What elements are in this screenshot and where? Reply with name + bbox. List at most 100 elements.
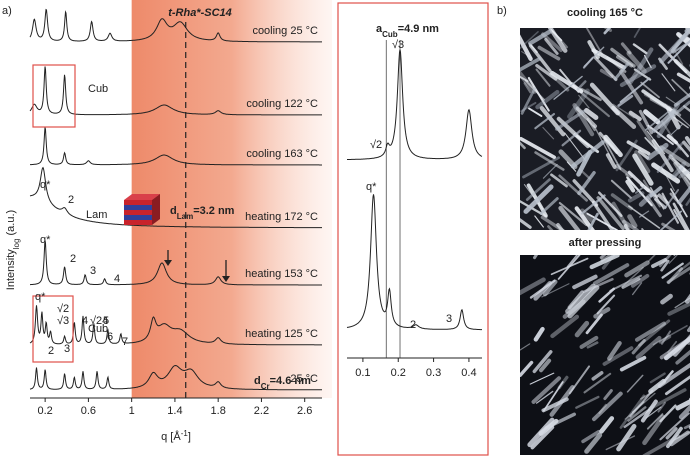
birefringence-streak [631, 338, 646, 355]
birefringence-streak [585, 313, 603, 335]
birefringence-streak [549, 72, 570, 92]
birefringence-streak [625, 179, 636, 193]
x-tick-label: 0.2 [391, 367, 406, 379]
panel-label: a) [2, 5, 12, 17]
birefringence-streak [565, 283, 596, 314]
birefringence-streak [633, 68, 652, 81]
birefringence-streak [583, 108, 599, 120]
birefringence-streak [528, 107, 543, 117]
annotation: q* [40, 234, 51, 246]
birefringence-streak [646, 413, 664, 430]
birefringence-streak [672, 202, 690, 230]
birefringence-streak [541, 283, 570, 298]
birefringence-streak [675, 349, 690, 365]
birefringence-streak [520, 343, 531, 351]
birefringence-streak [598, 131, 619, 155]
birefringence-streak [689, 397, 690, 402]
trace-label: cooling 122 °C [246, 98, 318, 110]
birefringence-streak [583, 46, 605, 67]
annotation-sub: Cub [382, 30, 398, 39]
lam-icon [124, 210, 152, 215]
birefringence-streak [654, 198, 667, 209]
birefringence-streak [642, 434, 681, 455]
birefringence-streak [628, 110, 642, 122]
birefringence-streak [527, 76, 550, 112]
birefringence-streak [520, 34, 533, 61]
birefringence-streak [678, 261, 690, 272]
lam-icon [124, 194, 160, 200]
birefringence-streak [666, 426, 683, 449]
highlight-box [32, 295, 74, 363]
birefringence-streak [692, 66, 700, 72]
birefringence-streak [637, 149, 650, 160]
annotation: √24 [90, 315, 108, 327]
birefringence-streak [671, 115, 689, 129]
birefringence-streak [682, 167, 690, 176]
lam-icon [124, 200, 152, 205]
birefringence-streak [641, 228, 645, 230]
trace [30, 240, 322, 286]
birefringence-streak [535, 68, 551, 87]
trace-label: heating 125 °C [245, 328, 318, 340]
birefringence-streak [672, 40, 690, 54]
annotation: dLam=3.2 nm [170, 205, 235, 221]
birefringence-streak [596, 196, 625, 230]
birefringence-streak [593, 56, 618, 82]
birefringence-streak [566, 255, 578, 268]
phase-band [131, 0, 332, 398]
x-tick-label: 0.3 [426, 367, 441, 379]
birefringence-streak [631, 282, 643, 296]
birefringence-streak [591, 200, 615, 230]
birefringence-streak [648, 388, 687, 411]
birefringence-streak [657, 100, 690, 129]
trace [29, 364, 322, 391]
birefringence-streak [668, 255, 678, 264]
birefringence-streak [535, 390, 554, 404]
birefringence-streak [520, 31, 539, 50]
birefringence-streak [666, 266, 690, 284]
birefringence-streak [645, 406, 662, 419]
x-axis-label-sup: -1 [181, 429, 189, 438]
birefringence-streak [671, 161, 687, 179]
annotation-main: d [254, 375, 261, 387]
birefringence-streak [533, 326, 545, 342]
band-title: t-Rha*-SC14 [168, 7, 232, 19]
birefringence-streak [664, 188, 680, 210]
trace [347, 49, 483, 160]
birefringence-streak [605, 153, 617, 170]
birefringence-streak [635, 335, 662, 360]
annotation-sub: Lam [177, 212, 193, 221]
birefringence-streak [657, 401, 666, 413]
birefringence-streak [617, 94, 634, 107]
trace [29, 166, 322, 229]
birefringence-streak [659, 412, 690, 441]
birefringence-streak [686, 338, 690, 345]
birefringence-streak [622, 219, 639, 230]
birefringence-streak [550, 29, 563, 42]
birefringence-streak [558, 201, 588, 227]
arrow [222, 276, 230, 282]
annotation: aCub=4.9 nm [376, 23, 439, 39]
lam-icon [124, 220, 152, 225]
annotation: 4 [82, 315, 88, 327]
birefringence-streak [599, 416, 615, 434]
x-tick-label: 0.1 [355, 367, 370, 379]
birefringence-streak [579, 335, 599, 349]
birefringence-streak [627, 406, 647, 422]
birefringence-streak [635, 321, 666, 342]
birefringence-streak [578, 94, 590, 109]
annotation: 5 [103, 315, 109, 327]
annotation: q* [40, 179, 51, 191]
annotation-rest: =3.2 nm [193, 205, 234, 217]
birefringence-streak [673, 161, 690, 191]
annotation: 3 [64, 343, 70, 355]
birefringence-streak [553, 75, 583, 100]
birefringence-streak [593, 263, 630, 286]
x-tick-label: 1.8 [211, 405, 226, 417]
annotation: Lam [86, 209, 107, 221]
birefringence-streak [619, 394, 646, 429]
annotation: √3 [57, 315, 69, 327]
birefringence-streak [610, 179, 632, 199]
birefringence-streak [638, 192, 653, 207]
